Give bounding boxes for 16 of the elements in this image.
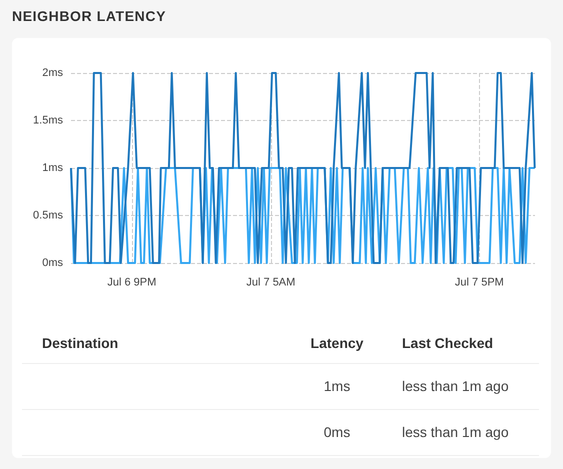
y-tick-label: 1.5ms [33,114,64,126]
x-tick-label: Jul 7 5AM [246,276,296,288]
text: Latency [272,323,382,363]
text: less than 1m ago [382,363,539,409]
text: 0ms [272,409,382,455]
y-tick-label: 2ms [42,67,64,79]
text: Destination [22,323,272,363]
text: 1ms [272,363,382,409]
x-tick-label: Jul 7 5PM [454,276,504,288]
y-tick-label: 0ms [42,257,64,269]
y-tick-label: 1ms [42,162,64,174]
text: less than 1m ago [382,409,539,455]
y-tick-label: 0.5ms [33,210,64,222]
text: Last Checked [382,323,539,363]
chart-title: NEIGHBOR LATENCY [12,8,166,24]
x-tick-label: Jul 6 9PM [107,276,156,288]
